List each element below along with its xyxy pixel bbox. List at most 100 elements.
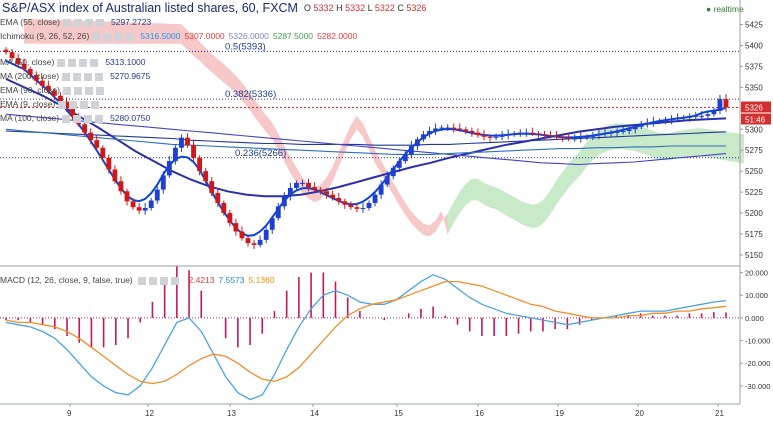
candle — [281, 196, 287, 207]
indicator-value: 5313.1000 — [105, 57, 146, 67]
price-tick-label: 5375 — [745, 62, 763, 71]
price-tick-label: 5425 — [745, 21, 763, 30]
ichimoku-cloud-bearish — [24, 18, 448, 237]
candle — [681, 117, 687, 119]
indicator-controls-icon[interactable] — [62, 114, 107, 123]
candle — [560, 136, 566, 138]
candle — [596, 134, 602, 136]
indicator-controls-icon[interactable] — [57, 58, 102, 67]
indicator-controls-icon[interactable] — [63, 86, 107, 95]
candle — [39, 80, 45, 86]
countdown-badge — [741, 113, 771, 125]
candle — [172, 147, 178, 162]
candle — [608, 132, 614, 134]
time-tick-label: 21 — [715, 409, 724, 418]
candle — [106, 157, 112, 170]
main-price-panel: 0.5(5393) 0.382(5336) 0.236(5266) — [0, 18, 744, 250]
candle — [269, 218, 275, 230]
candle — [312, 187, 317, 190]
time-tick-label: 12 — [145, 409, 154, 418]
candle — [390, 167, 396, 177]
candle — [626, 129, 632, 131]
price-tick-label: 5350 — [745, 83, 763, 92]
candle — [578, 137, 584, 139]
macd-signal-line — [5, 280, 727, 385]
price-tick-label: 5400 — [745, 42, 763, 51]
time-tick-label: 9 — [67, 409, 72, 418]
indicator-label: MA (50, close) — [0, 57, 55, 67]
candle — [130, 201, 136, 208]
time-tick-label: 19 — [555, 409, 564, 418]
candle — [675, 118, 681, 120]
ma-line-4 — [5, 128, 726, 155]
candle — [336, 197, 342, 202]
candle — [554, 135, 560, 137]
indicator-row[interactable]: EMA (90, close) — [0, 85, 107, 95]
ohlc-readout: O 5332 H 5332 L 5322 C 5326 — [304, 3, 427, 13]
fib-level-label: 0.236(5266) — [235, 148, 286, 159]
candle — [378, 184, 384, 195]
macd-line — [5, 274, 727, 401]
macd-tick-label: 20.000 — [745, 269, 768, 278]
indicator-row[interactable]: MA (200, close) 5270.9675 — [0, 71, 150, 81]
last-price-badge-text: 5326 — [745, 104, 763, 113]
candle — [27, 68, 33, 75]
candle — [463, 129, 469, 131]
candle — [342, 201, 348, 205]
candle — [227, 213, 233, 224]
candle — [251, 243, 257, 245]
indicator-row[interactable]: EMA (9, close) — [0, 99, 103, 109]
candle — [239, 231, 245, 239]
candle — [209, 181, 215, 193]
macd-value: 5.1360 — [248, 275, 275, 285]
indicator-row[interactable]: MA (50, close) 5313.1000 — [0, 57, 146, 67]
realtime-indicator: ● realtime — [706, 4, 744, 14]
indicator-row[interactable]: Ichimoku (9, 26, 52, 26) 5316.5000 5307.00… — [0, 31, 357, 41]
candle — [602, 133, 608, 135]
candle — [300, 182, 305, 184]
fib-level-label: 0.5(5393) — [225, 41, 266, 52]
indicator-value: 5297.2723 — [111, 17, 152, 27]
macd-controls-icon[interactable] — [138, 276, 183, 285]
macd-label: MACD (12, 26, close, 9, false, true) — [0, 275, 133, 285]
candle — [166, 161, 172, 176]
indicator-controls-icon[interactable] — [62, 72, 107, 81]
indicator-row[interactable]: EMA (55, close) 5297.2723 — [0, 17, 151, 27]
indicator-value: 5326.0000 — [228, 31, 269, 41]
candle — [445, 127, 451, 129]
time-tick-label: 20 — [635, 409, 644, 418]
candle — [687, 116, 693, 118]
indicator-controls-icon[interactable] — [63, 18, 107, 27]
candle — [118, 181, 124, 192]
candle — [433, 128, 439, 131]
candle — [451, 127, 457, 129]
ma-line-2 — [5, 78, 727, 198]
ichimoku-cloud-bullish — [447, 123, 744, 235]
indicator-controls-icon[interactable] — [58, 100, 103, 109]
candle — [566, 137, 572, 139]
candle — [693, 115, 699, 117]
time-tick-label: 14 — [310, 409, 319, 418]
candle — [529, 132, 535, 134]
indicator-controls-icon[interactable] — [92, 32, 137, 41]
candle — [197, 157, 203, 172]
fib-level-label: 0.382(5336) — [225, 89, 276, 100]
candle — [136, 207, 142, 211]
candle — [215, 192, 221, 204]
time-tick-label: 13 — [227, 409, 236, 418]
candle — [499, 135, 505, 137]
indicator-row[interactable]: MA (100, close) 5280.0750 — [0, 113, 150, 123]
indicator-label: EMA (55, close) — [0, 17, 60, 27]
candle — [185, 137, 190, 146]
price-tick-label: 5200 — [745, 209, 763, 218]
candle — [638, 124, 644, 127]
chart-title: S&P/ASX index of Australian listed share… — [2, 1, 298, 15]
candle — [160, 175, 166, 190]
candle — [306, 182, 311, 188]
macd-tick-label: 10.000 — [745, 291, 768, 300]
candle — [663, 120, 668, 122]
candle — [620, 130, 626, 132]
candle — [45, 85, 51, 91]
candle — [112, 169, 118, 182]
macd-legend[interactable]: MACD (12, 26, close, 9, false, true) 2.4… — [0, 275, 279, 285]
